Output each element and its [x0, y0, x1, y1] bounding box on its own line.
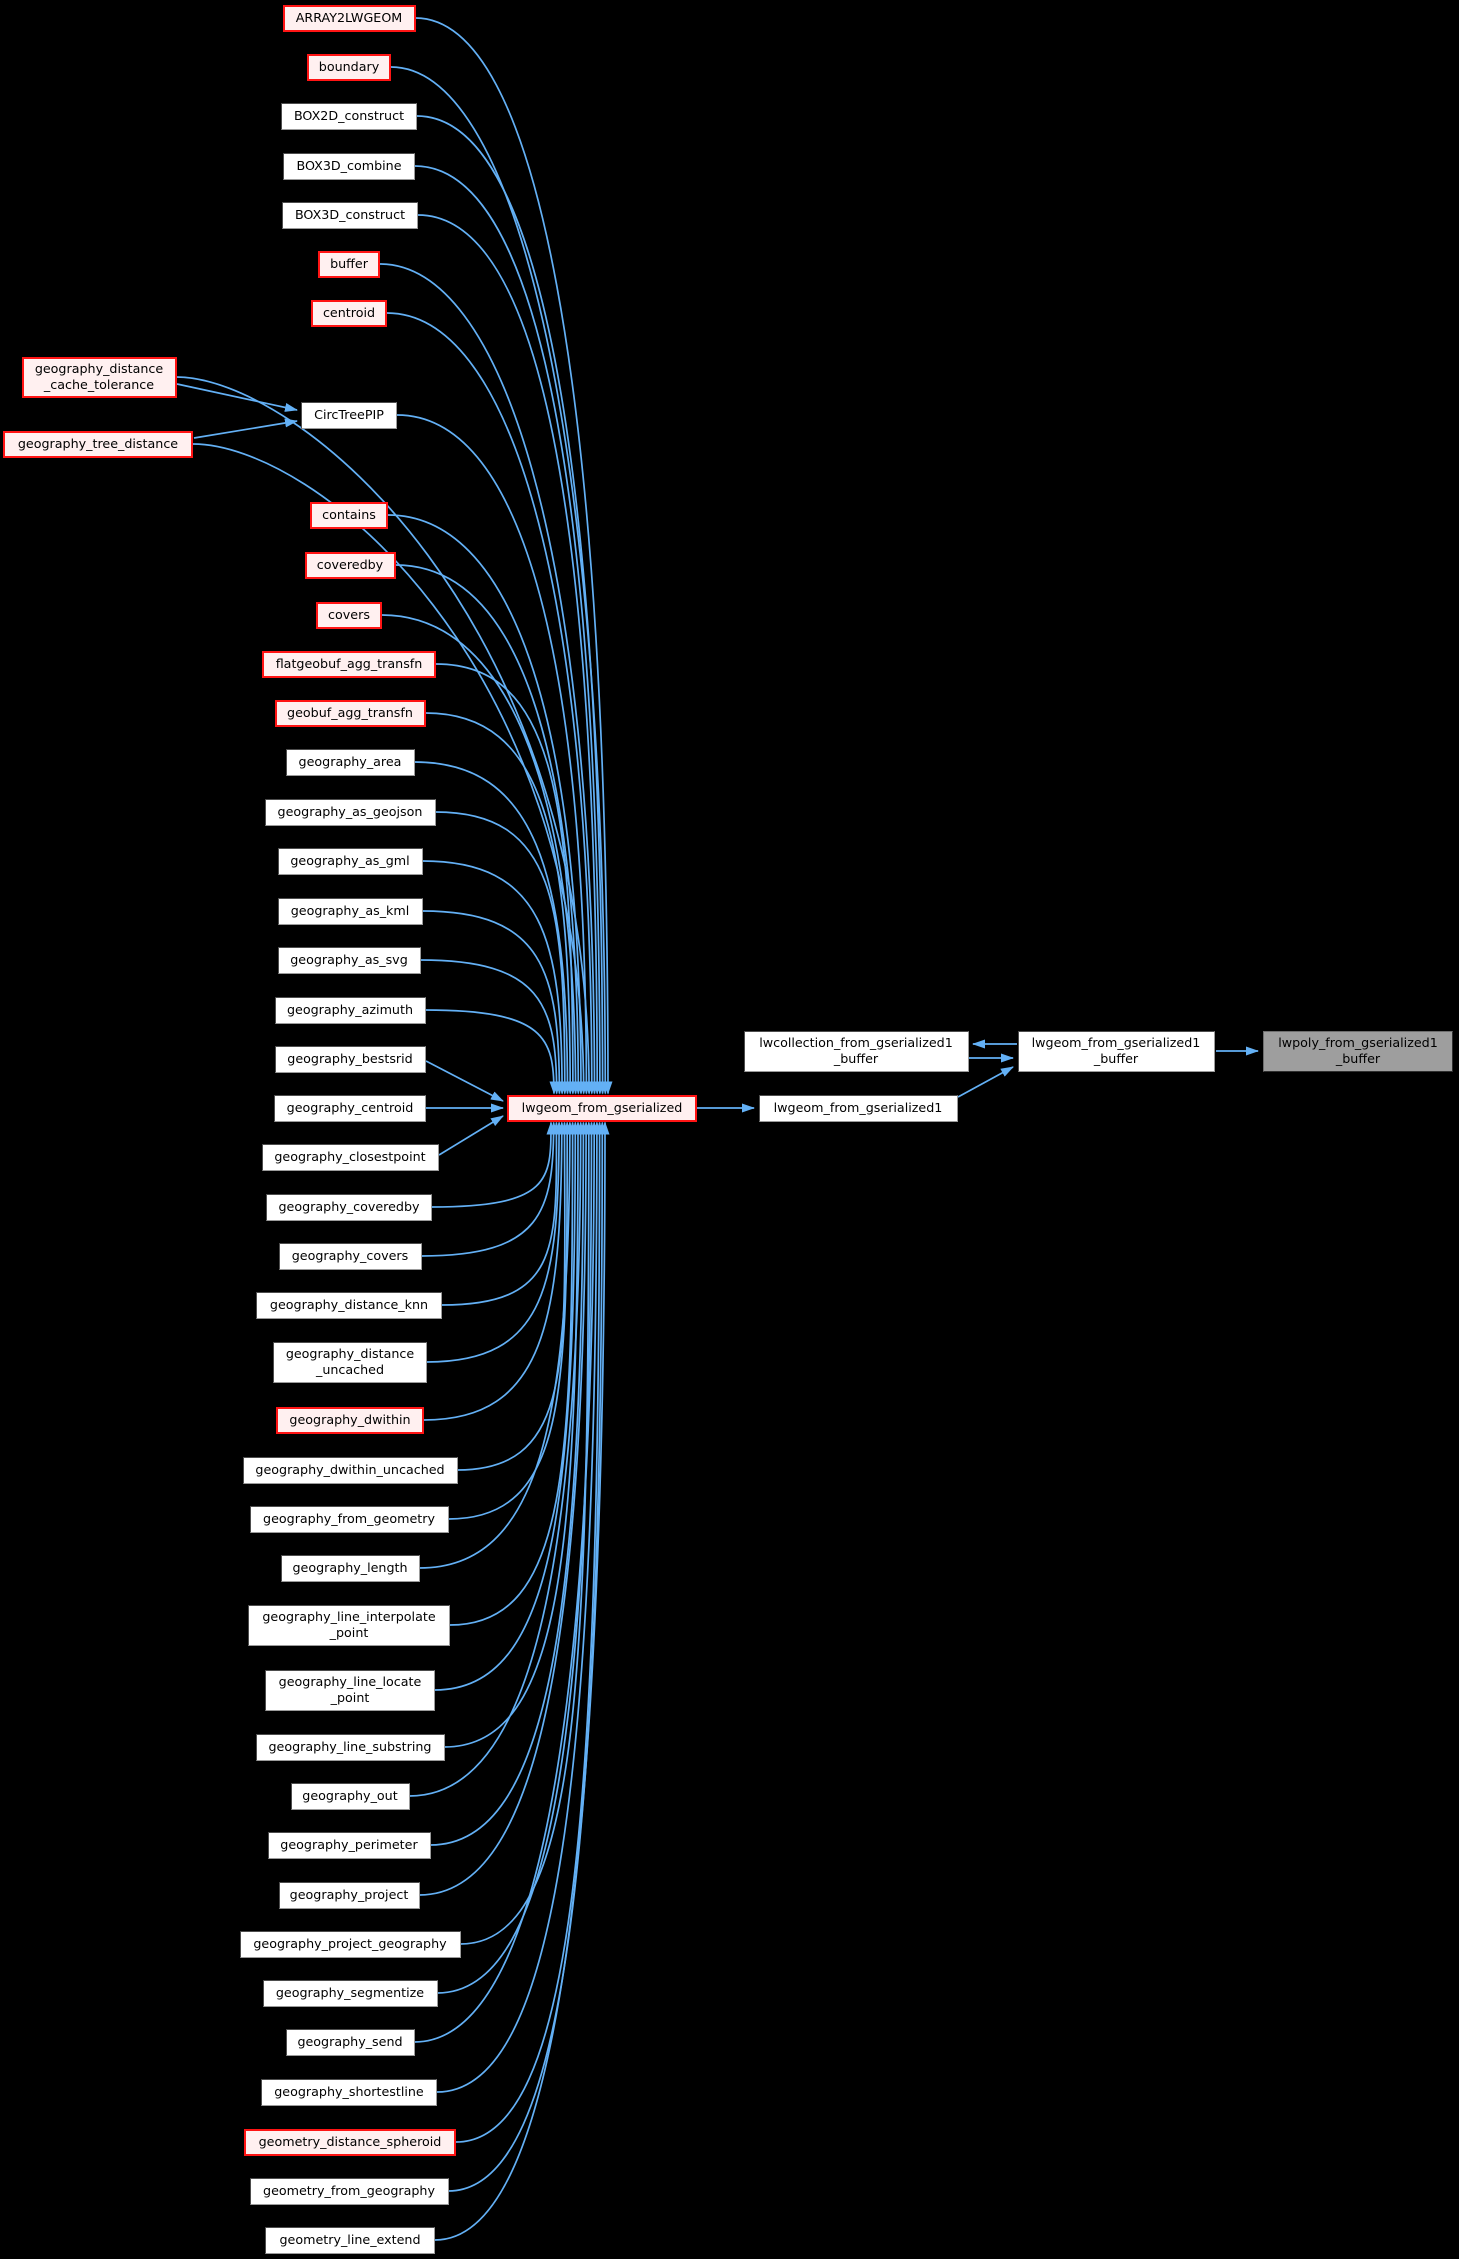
node-BOX3D_construct[interactable]: BOX3D_construct — [282, 201, 418, 229]
edge-geometry_from_geography-to-lwgeom_from_gserialized — [448, 1121, 607, 2192]
node-BOX2D_construct[interactable]: BOX2D_construct — [281, 102, 417, 130]
node-buffer[interactable]: buffer — [318, 250, 380, 278]
node-geography_line_substring[interactable]: geography_line_substring — [255, 1733, 445, 1761]
edge-geography_as_gml-to-lwgeom_from_gserialized — [422, 860, 567, 1095]
node-contains[interactable]: contains — [310, 501, 388, 529]
edge-geography_coveredby-to-lwgeom_from_gserialized — [431, 1121, 556, 1208]
node-coveredby[interactable]: coveredby — [304, 551, 396, 579]
edge-geography_tree_distance-to-lwgeom_from_gserialized — [192, 443, 589, 1095]
node-geography_as_svg[interactable]: geography_as_svg — [277, 946, 421, 974]
edge-CircTreePIP-to-lwgeom_from_gserialized — [396, 414, 591, 1095]
edge-geography_covers-to-lwgeom_from_gserialized — [421, 1121, 559, 1257]
node-geography_segmentize[interactable]: geography_segmentize — [262, 1979, 438, 2007]
node-geography_closestpoint[interactable]: geography_closestpoint — [261, 1143, 439, 1171]
edge-geography_distance_knn-to-lwgeom_from_gserialized — [441, 1121, 561, 1306]
node-geography_as_gml[interactable]: geography_as_gml — [277, 847, 423, 875]
node-geography_as_kml[interactable]: geography_as_kml — [277, 897, 423, 925]
edge-lwgeom_from_gserialized1-to-lwgeom_from_gserialized1_buffer — [957, 1066, 1014, 1098]
node-geography_coveredby[interactable]: geography_coveredby — [266, 1193, 432, 1221]
node-geography_perimeter[interactable]: geography_perimeter — [267, 1831, 431, 1859]
edge-geography_closestpoint-to-lwgeom_from_gserialized — [438, 1115, 504, 1156]
edge-coveredby-to-lwgeom_from_gserialized — [395, 564, 583, 1095]
node-geography_covers[interactable]: geography_covers — [278, 1242, 422, 1270]
node-CircTreePIP[interactable]: CircTreePIP — [301, 401, 397, 429]
node-ARRAY2LWGEOM[interactable]: ARRAY2LWGEOM — [282, 4, 416, 32]
edge-geography_project_geography-to-lwgeom_from_gserialized — [460, 1121, 594, 1945]
edge-geography_distance_uncached-to-lwgeom_from_gserialized — [426, 1121, 564, 1363]
edge-flatgeobuf_agg_transfn-to-lwgeom_from_gserialized — [435, 663, 578, 1095]
edge-geography_shortestline-to-lwgeom_from_gserialized — [436, 1121, 602, 2093]
node-geography_distance_uncached[interactable]: geography_distance _uncached — [273, 1341, 427, 1383]
node-lwpoly_from_gserialized1_buffer[interactable]: lwpoly_from_gserialized1 _buffer — [1263, 1030, 1453, 1072]
edge-geography_distance_cache_tolerance-to-lwgeom_from_gserialized — [176, 376, 594, 1095]
node-covers[interactable]: covers — [316, 601, 382, 629]
node-geobuf_agg_transfn[interactable]: geobuf_agg_transfn — [274, 699, 426, 727]
node-geography_dwithin_uncached[interactable]: geography_dwithin_uncached — [242, 1456, 458, 1484]
node-geography_as_geojson[interactable]: geography_as_geojson — [264, 798, 436, 826]
edge-geography_as_kml-to-lwgeom_from_gserialized — [422, 910, 564, 1095]
edge-geography_project-to-lwgeom_from_gserialized — [419, 1121, 591, 1896]
node-geography_bestsrid[interactable]: geography_bestsrid — [274, 1045, 426, 1073]
node-geography_azimuth[interactable]: geography_azimuth — [274, 996, 426, 1024]
node-geography_distance_knn[interactable]: geography_distance_knn — [256, 1291, 442, 1319]
edge-geography_dwithin-to-lwgeom_from_gserialized — [423, 1121, 567, 1421]
node-geometry_distance_spheroid[interactable]: geometry_distance_spheroid — [244, 2128, 456, 2156]
node-geometry_line_extend[interactable]: geometry_line_extend — [265, 2226, 435, 2254]
edge-ARRAY2LWGEOM-to-lwgeom_from_gserialized — [415, 17, 613, 1095]
edge-BOX3D_construct-to-lwgeom_from_gserialized — [417, 214, 602, 1095]
node-centroid[interactable]: centroid — [311, 299, 387, 327]
edge-geography_as_geojson-to-lwgeom_from_gserialized — [435, 811, 570, 1095]
edge-geography_send-to-lwgeom_from_gserialized — [414, 1121, 599, 2043]
edge-centroid-to-lwgeom_from_gserialized — [386, 312, 597, 1095]
node-geography_project[interactable]: geography_project — [278, 1881, 420, 1909]
node-geography_line_locate_point[interactable]: geography_line_locate _point — [265, 1669, 435, 1711]
node-boundary[interactable]: boundary — [307, 53, 391, 81]
node-geometry_from_geography[interactable]: geometry_from_geography — [249, 2177, 449, 2205]
node-geography_centroid[interactable]: geography_centroid — [274, 1094, 426, 1122]
edge-geography_dwithin_uncached-to-lwgeom_from_gserialized — [457, 1121, 570, 1471]
edge-geography_segmentize-to-lwgeom_from_gserialized — [437, 1121, 596, 1994]
node-geography_length[interactable]: geography_length — [280, 1554, 420, 1582]
node-geography_area[interactable]: geography_area — [285, 748, 415, 776]
edge-geography_line_interpolate_point-to-lwgeom_from_gserialized — [449, 1121, 578, 1626]
node-geography_tree_distance[interactable]: geography_tree_distance — [3, 430, 193, 458]
edge-contains-to-lwgeom_from_gserialized — [387, 514, 586, 1095]
node-lwcollection_from_gserialized1_buffer[interactable]: lwcollection_from_gserialized1 _buffer — [743, 1030, 969, 1072]
edge-geography_perimeter-to-lwgeom_from_gserialized — [430, 1121, 588, 1846]
edge-geography_line_substring-to-lwgeom_from_gserialized — [444, 1121, 583, 1748]
node-geography_dwithin[interactable]: geography_dwithin — [276, 1406, 424, 1434]
edge-geography_area-to-lwgeom_from_gserialized — [414, 761, 572, 1095]
edge-geography_from_geometry-to-lwgeom_from_gserialized — [448, 1121, 572, 1520]
edge-BOX2D_construct-to-lwgeom_from_gserialized — [416, 115, 608, 1095]
edge-BOX3D_combine-to-lwgeom_from_gserialized — [414, 165, 605, 1095]
edge-geography_distance_cache_tolerance-to-CircTreePIP — [176, 383, 298, 412]
node-geography_project_geography[interactable]: geography_project_geography — [239, 1930, 461, 1958]
edge-geography_bestsrid-to-lwgeom_from_gserialized — [425, 1060, 504, 1102]
edge-buffer-to-lwgeom_from_gserialized — [379, 263, 599, 1095]
edge-geography_as_svg-to-lwgeom_from_gserialized — [420, 959, 562, 1095]
node-geography_send[interactable]: geography_send — [285, 2028, 415, 2056]
edge-geography_azimuth-to-lwgeom_from_gserialized — [425, 1009, 559, 1095]
node-geography_line_interpolate_point[interactable]: geography_line_interpolate _point — [248, 1604, 450, 1646]
edge-geography_tree_distance-to-CircTreePIP — [193, 418, 298, 439]
edge-geography_line_locate_point-to-lwgeom_from_gserialized — [434, 1121, 580, 1691]
node-geography_from_geometry[interactable]: geography_from_geometry — [249, 1505, 449, 1533]
node-geography_out[interactable]: geography_out — [290, 1782, 410, 1810]
edge-boundary-to-lwgeom_from_gserialized — [390, 66, 610, 1095]
edge-geometry_line_extend-to-lwgeom_from_gserialized — [434, 1121, 610, 2241]
node-lwgeom_from_gserialized[interactable]: lwgeom_from_gserialized — [507, 1094, 697, 1122]
node-lwgeom_from_gserialized1_buffer[interactable]: lwgeom_from_gserialized1 _buffer — [1017, 1030, 1215, 1072]
node-geography_shortestline[interactable]: geography_shortestline — [261, 2078, 437, 2106]
node-flatgeobuf_agg_transfn[interactable]: flatgeobuf_agg_transfn — [262, 650, 436, 678]
edge-geobuf_agg_transfn-to-lwgeom_from_gserialized — [425, 712, 575, 1095]
node-lwgeom_from_gserialized1[interactable]: lwgeom_from_gserialized1 — [758, 1094, 958, 1122]
node-geography_distance_cache_tolerance[interactable]: geography_distance _cache_tolerance — [21, 356, 177, 398]
edge-geography_length-to-lwgeom_from_gserialized — [419, 1121, 575, 1569]
node-BOX3D_combine[interactable]: BOX3D_combine — [283, 152, 415, 180]
edge-geometry_distance_spheroid-to-lwgeom_from_gserialized — [455, 1121, 605, 2143]
